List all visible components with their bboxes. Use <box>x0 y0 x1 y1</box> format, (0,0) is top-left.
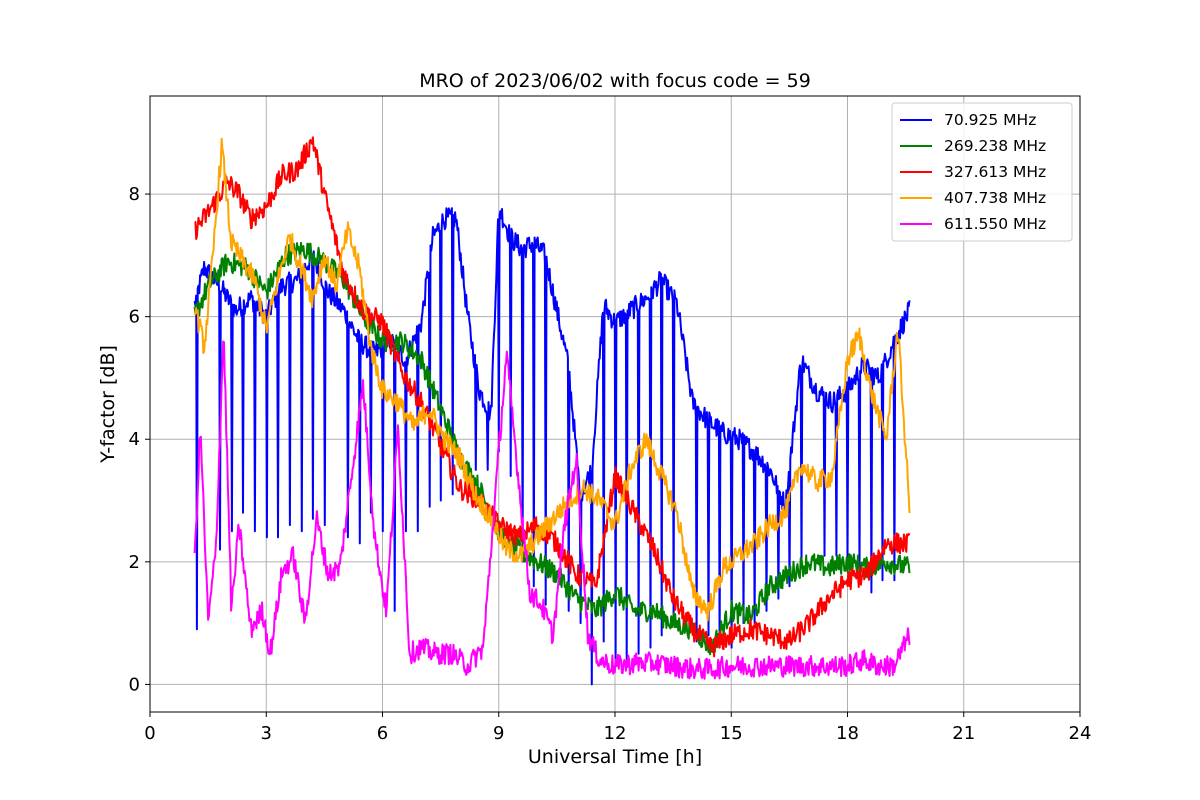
y-axis-label: Y-factor [dB] <box>97 345 119 464</box>
legend: 70.925 MHz 269.238 MHz 327.613 MHz 407.738 … <box>891 102 1073 242</box>
chart-title: MRO of 2023/06/02 with focus code = 59 <box>419 70 811 92</box>
x-tick-label: 15 <box>720 723 743 744</box>
series-layer <box>193 136 911 686</box>
legend-label: 327.613 MHz <box>944 163 1046 181</box>
x-tick-label: 6 <box>377 723 388 744</box>
legend-label: 407.738 MHz <box>944 189 1046 207</box>
x-tick-label: 12 <box>604 723 627 744</box>
series-line <box>193 207 911 686</box>
series-line <box>193 241 911 656</box>
series-line <box>194 136 911 658</box>
legend-box <box>891 102 1073 242</box>
x-tick-label: 3 <box>261 723 272 744</box>
y-tick-label: 0 <box>129 674 140 695</box>
legend-label: 611.550 MHz <box>944 215 1046 233</box>
x-axis-label: Universal Time [h] <box>528 746 702 768</box>
x-tick-label: 21 <box>952 723 975 744</box>
y-tick-label: 2 <box>129 552 140 573</box>
x-tick-label: 0 <box>144 723 155 744</box>
series-line <box>193 340 911 680</box>
x-tick-label: 9 <box>493 723 504 744</box>
x-tick-label: 18 <box>836 723 859 744</box>
y-tick-label: 4 <box>129 429 140 450</box>
y-tick-label: 6 <box>129 307 140 328</box>
x-tick-label: 24 <box>1069 723 1092 744</box>
legend-label: 70.925 MHz <box>944 111 1036 129</box>
series-line <box>193 137 911 622</box>
legend-label: 269.238 MHz <box>944 137 1046 155</box>
y-tick-label: 8 <box>129 184 140 205</box>
